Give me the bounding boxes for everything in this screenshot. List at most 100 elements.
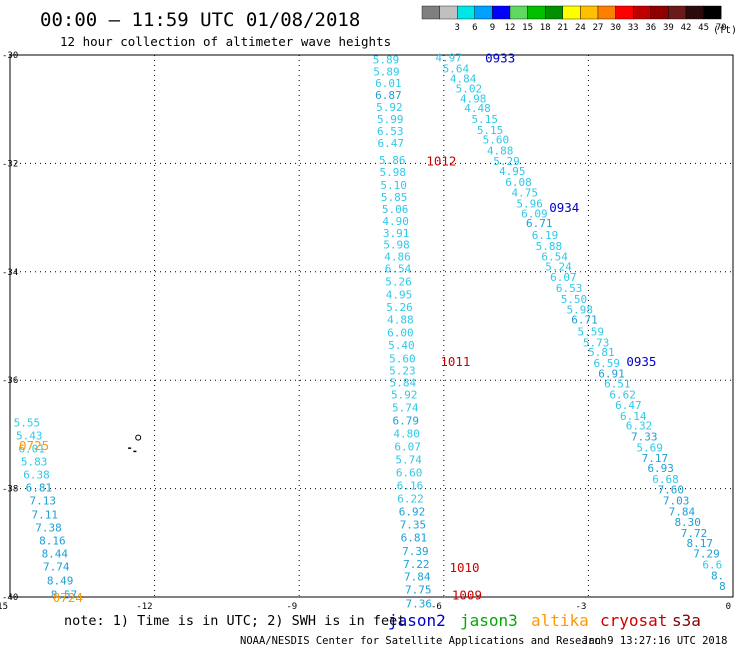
wave-height-label: 4.95 bbox=[499, 165, 526, 178]
wave-height-label: 6.91 bbox=[598, 368, 625, 381]
wave-height-label: 6.01 bbox=[375, 77, 402, 90]
wave-height-label: 5.15 bbox=[472, 113, 499, 126]
pass-time-label: 0933 bbox=[485, 51, 515, 66]
wave-height-label: 7.03 bbox=[663, 495, 690, 508]
wave-height-label: 5.26 bbox=[385, 276, 412, 289]
wave-height-label: 5.26 bbox=[386, 301, 413, 314]
color-bin bbox=[615, 5, 634, 20]
x-tick-label: -15 bbox=[0, 602, 8, 612]
wave-height-label: 5.02 bbox=[456, 83, 483, 96]
pass-time-label: 0725 bbox=[19, 438, 49, 453]
color-bin-label: 70 bbox=[716, 23, 727, 33]
wave-height-label: 7.74 bbox=[43, 561, 70, 574]
wave-height-label: 6.53 bbox=[377, 125, 404, 138]
color-bin-label: 45 bbox=[698, 23, 709, 33]
island-outline bbox=[135, 434, 142, 441]
color-bin bbox=[633, 5, 652, 20]
wave-height-label: 5.81 bbox=[588, 346, 615, 359]
y-tick-label: -40 bbox=[2, 593, 18, 603]
color-bin bbox=[597, 5, 616, 20]
color-bin bbox=[703, 5, 722, 20]
wave-height-label: 8 bbox=[719, 580, 726, 593]
pass-time-label: 0935 bbox=[626, 354, 656, 369]
legend-jason2: jason2 bbox=[388, 611, 446, 630]
wave-height-label: 5.92 bbox=[376, 101, 403, 114]
wave-height-label: 5.88 bbox=[536, 240, 563, 253]
color-bin-label: 30 bbox=[610, 23, 621, 33]
wave-height-label: 5.59 bbox=[578, 325, 605, 338]
color-bin-label: 33 bbox=[628, 23, 639, 33]
legend-s3a: s3a bbox=[672, 611, 701, 630]
pass-time-label: 1011 bbox=[440, 354, 470, 369]
wave-height-label: 6.53 bbox=[556, 282, 583, 295]
wave-height-label: 6.6 bbox=[702, 558, 722, 571]
wave-height-label: 5.83 bbox=[21, 456, 48, 469]
wave-height-label: 6.59 bbox=[593, 357, 620, 370]
wave-height-label: 5.64 bbox=[443, 63, 470, 76]
wave-height-label: 4.80 bbox=[393, 427, 420, 440]
color-bin-label: 12 bbox=[505, 23, 516, 33]
wave-height-label: 6.60 bbox=[396, 466, 423, 479]
pass-time-label: 1010 bbox=[449, 560, 479, 575]
wave-height-label: 7.36 bbox=[405, 598, 432, 611]
wave-height-label: 6.32 bbox=[626, 420, 653, 433]
wave-height-label: 5.89 bbox=[373, 65, 400, 78]
color-bin bbox=[439, 5, 458, 20]
satellite-tracks: 5.895.896.016.875.925.996.536.475.865.98… bbox=[14, 51, 726, 611]
wave-height-label: 6.68 bbox=[652, 473, 679, 486]
colorbar-unit-label: (ft) bbox=[713, 25, 737, 36]
wave-height-label: 6.07 bbox=[394, 440, 421, 453]
track-cryosat: 5.895.896.016.875.925.996.536.475.865.98… bbox=[373, 53, 482, 610]
wave-height-label: 4.90 bbox=[382, 215, 409, 228]
track-jason2: 4.975.644.845.024.984.485.155.155.604.88… bbox=[435, 51, 725, 593]
wave-height-label: 5.40 bbox=[388, 339, 415, 352]
wave-height-label: 6.47 bbox=[615, 399, 642, 412]
wave-height-label: 6.81 bbox=[401, 531, 428, 544]
wave-height-label: 6.92 bbox=[399, 505, 426, 518]
wave-height-label: 6.71 bbox=[526, 217, 553, 230]
wave-height-label: 7.22 bbox=[403, 558, 430, 571]
axis-ticks: -15-12-9-6-30-30-32-34-36-38-40 bbox=[0, 51, 731, 612]
wave-height-label: 6.14 bbox=[620, 410, 647, 423]
footer-timestamp: Jan 9 13:27:16 UTC 2018 bbox=[582, 635, 727, 647]
color-bin-label: 21 bbox=[557, 23, 568, 33]
color-bin bbox=[685, 5, 704, 20]
wave-height-label: 6.71 bbox=[571, 313, 598, 326]
wave-height-label: 4.95 bbox=[386, 289, 413, 302]
wave-height-label: 5.60 bbox=[389, 353, 416, 366]
pass-time-label: 1009 bbox=[452, 587, 482, 602]
wave-height-label: 5.50 bbox=[561, 293, 588, 306]
wave-height-label: 5.98 bbox=[379, 166, 406, 179]
wave-height-label: 8.49 bbox=[47, 575, 74, 588]
wave-height-label: 6.00 bbox=[387, 327, 414, 340]
pass-time-label: 0724 bbox=[53, 590, 83, 605]
color-bin bbox=[421, 5, 440, 20]
y-tick-label: -36 bbox=[2, 376, 18, 386]
wave-height-label: 5.89 bbox=[373, 53, 400, 66]
color-bin-label: 18 bbox=[540, 23, 551, 33]
wave-height-label: 6.62 bbox=[609, 388, 636, 401]
wave-height-label: 5.23 bbox=[389, 364, 416, 377]
wave-height-label: 8.30 bbox=[674, 516, 701, 529]
wave-height-label: 5.98 bbox=[566, 304, 593, 317]
legend-cryosat: cryosat bbox=[600, 611, 667, 630]
chart-title: 00:00 – 11:59 UTC 01/08/2018 bbox=[40, 9, 360, 31]
grid bbox=[10, 55, 733, 597]
x-tick-label: -3 bbox=[576, 602, 587, 612]
wave-height-label: 6.79 bbox=[392, 414, 419, 427]
legend-altika: altika bbox=[531, 611, 589, 630]
wave-height-label: 4.97 bbox=[435, 52, 462, 65]
color-bin bbox=[509, 5, 528, 20]
color-bin bbox=[492, 5, 511, 20]
land-features bbox=[128, 434, 142, 453]
wave-height-label: 6.54 bbox=[385, 263, 412, 276]
wave-height-label: 4.88 bbox=[487, 144, 514, 157]
wave-height-label: 8.17 bbox=[686, 537, 713, 550]
color-bin bbox=[562, 5, 581, 20]
pass-time-label: 1012 bbox=[426, 154, 456, 169]
wave-height-label: 5.74 bbox=[392, 401, 419, 414]
wave-height-label: 6.38 bbox=[23, 469, 50, 482]
wave-height-label: 5.43 bbox=[16, 429, 43, 442]
color-bin-label: 6 bbox=[472, 23, 477, 33]
